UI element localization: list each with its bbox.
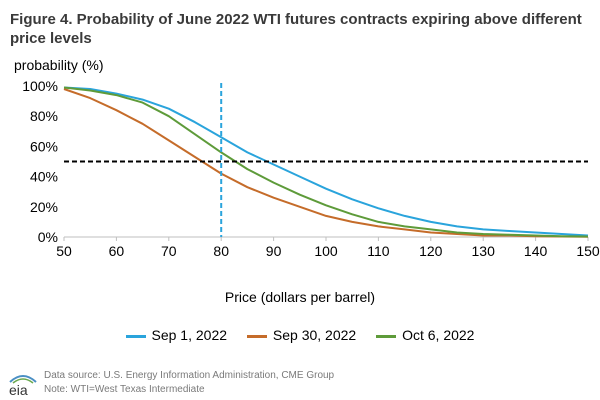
x-tick-label: 90	[266, 243, 282, 259]
legend: Sep 1, 2022 Sep 30, 2022 Oct 6, 2022	[0, 327, 600, 343]
abbreviation-note: Note: WTI=West Texas Intermediate	[44, 384, 205, 395]
legend-item-sep1: Sep 1, 2022	[125, 327, 228, 343]
chart-axes	[63, 236, 589, 241]
legend-swatch-sep30	[246, 334, 267, 338]
x-tick-label: 120	[419, 243, 443, 259]
y-tick-label: 80%	[30, 108, 58, 124]
series-line-sep1	[63, 86, 589, 237]
x-tick-label: 80	[213, 243, 229, 259]
y-axis-label: probability (%)	[14, 57, 104, 73]
legend-item-sep30: Sep 30, 2022	[246, 327, 357, 343]
legend-swatch-sep1	[125, 334, 146, 338]
reference-lines	[64, 83, 588, 237]
x-tick-label: 50	[56, 243, 72, 259]
series-line-sep30	[63, 88, 589, 238]
x-tick-label: 110	[367, 243, 390, 259]
x-tick-label: 60	[109, 243, 125, 259]
x-tick-label: 100	[314, 243, 338, 259]
legend-swatch-oct6	[376, 334, 397, 338]
legend-label-oct6: Oct 6, 2022	[402, 327, 475, 343]
data-source-note: Data source: U.S. Energy Information Adm…	[44, 370, 335, 381]
chart-series	[63, 86, 589, 238]
eia-logo: eia	[9, 375, 37, 398]
x-tick-label: 70	[161, 243, 177, 259]
logo-text: eia	[9, 382, 28, 398]
x-axis-label: Price (dollars per barrel)	[224, 289, 376, 305]
x-tick-label: 150	[576, 243, 600, 259]
legend-item-oct6: Oct 6, 2022	[376, 327, 474, 343]
x-tick-label: 130	[472, 243, 496, 259]
legend-label-sep1: Sep 1, 2022	[151, 327, 228, 343]
series-line-oct6	[63, 86, 589, 238]
y-tick-label: 60%	[30, 138, 58, 154]
y-tick-label: 20%	[30, 199, 58, 215]
tick-labels: 0% 20% 40% 60% 80% 100% 50 60 70 80 90 100 110 120 130…	[22, 78, 600, 259]
y-tick-label: 0%	[38, 229, 58, 245]
x-tick-label: 140	[524, 243, 548, 259]
y-tick-label: 100%	[22, 78, 58, 94]
chart-title: Figure 4. Probability of June 2022 WTI f…	[10, 11, 582, 47]
y-tick-label: 40%	[30, 169, 58, 185]
legend-label-sep30: Sep 30, 2022	[272, 327, 357, 343]
